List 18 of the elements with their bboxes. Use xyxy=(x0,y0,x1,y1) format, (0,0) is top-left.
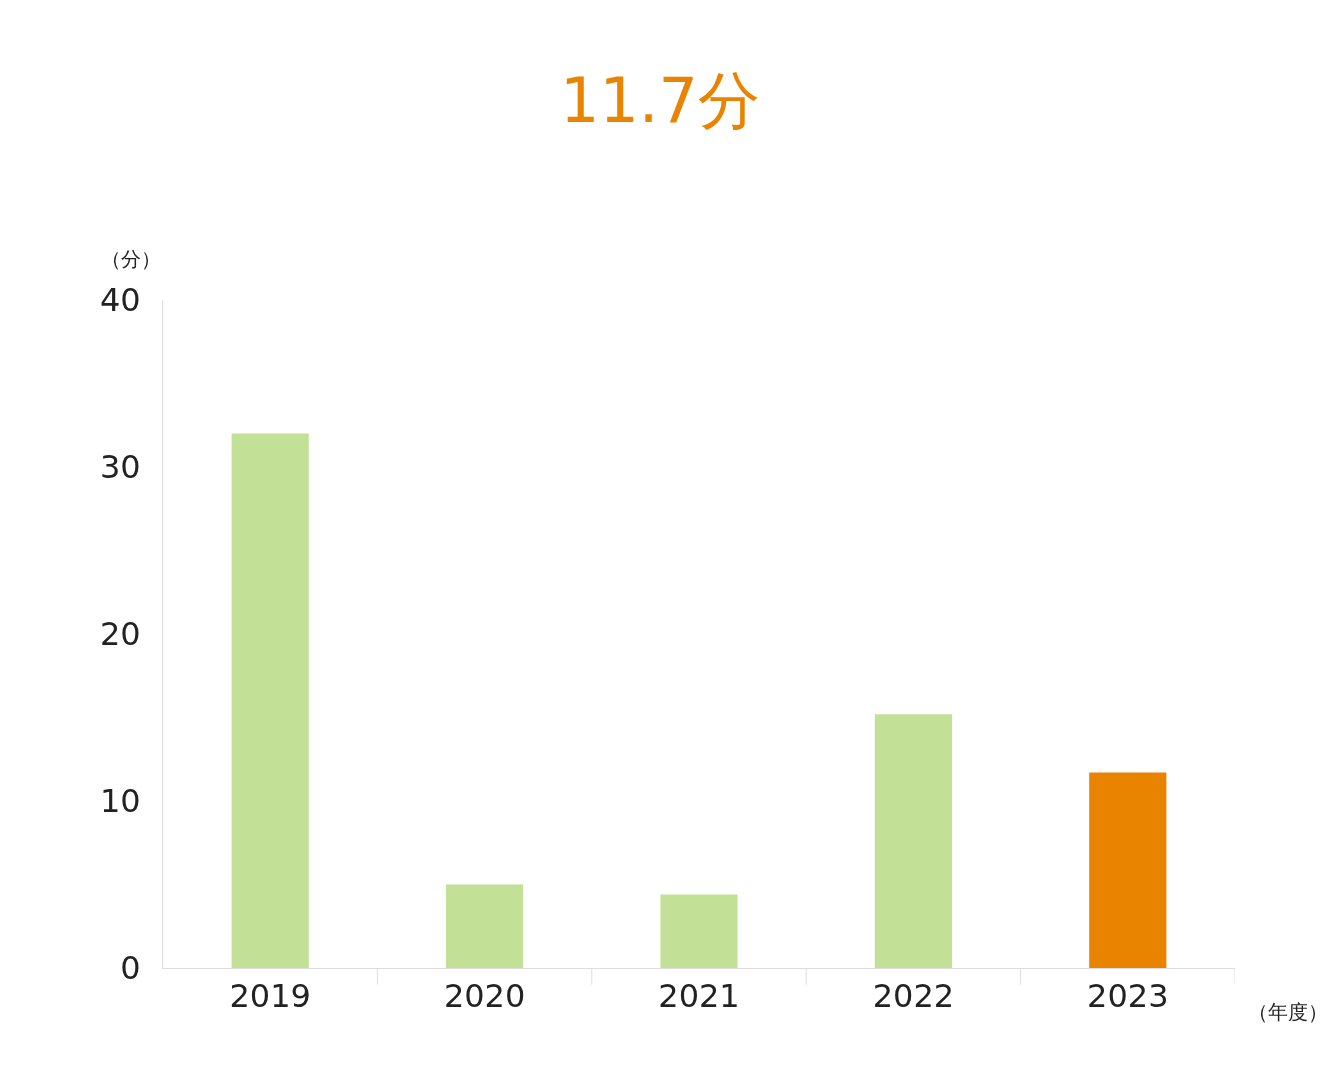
y-tick-label: 10 xyxy=(99,782,141,821)
bar xyxy=(660,894,738,968)
x-tick-label: 2020 xyxy=(443,977,526,1016)
x-tick-label: 2021 xyxy=(658,977,740,1016)
y-tick-label: 0 xyxy=(120,949,141,988)
y-tick-label: 40 xyxy=(99,281,141,320)
bar xyxy=(231,433,309,968)
x-tick-label: 2022 xyxy=(872,977,955,1016)
x-tick-label: 2019 xyxy=(229,977,311,1016)
bar xyxy=(446,884,524,968)
bar xyxy=(1089,772,1167,968)
bar xyxy=(874,714,952,968)
y-tick-label: 30 xyxy=(99,448,141,487)
chart-title: 11.7分 xyxy=(559,63,761,137)
y-tick-label: 20 xyxy=(99,615,141,654)
x-axis-title: （年度） xyxy=(1248,1000,1320,1024)
x-tick-label: 2023 xyxy=(1087,977,1169,1016)
y-axis-title: （分） xyxy=(101,247,161,271)
